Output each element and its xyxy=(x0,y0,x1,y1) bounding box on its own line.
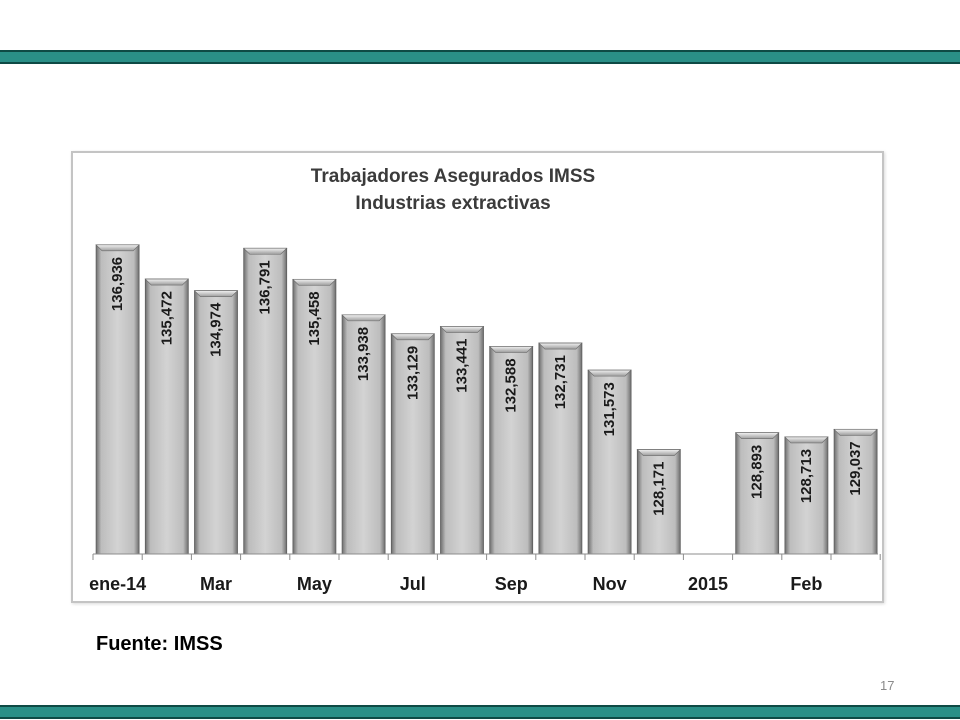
x-axis-label: Nov xyxy=(593,574,627,594)
bar-value-label: 136,936 xyxy=(109,257,126,311)
top-decorative-band xyxy=(0,50,960,64)
bar-body xyxy=(292,278,337,555)
bar-cap xyxy=(833,429,878,436)
bar-cap xyxy=(636,449,682,456)
bar-value-label: 133,938 xyxy=(355,327,372,381)
x-axis-label: ene-14 xyxy=(89,574,146,594)
bar xyxy=(587,369,632,555)
bar-body xyxy=(194,290,238,555)
page-number: 17 xyxy=(880,678,895,693)
bar-cap xyxy=(390,333,436,341)
x-axis-label: May xyxy=(297,574,332,594)
bar xyxy=(390,333,436,555)
bar-value-label: 132,588 xyxy=(503,358,520,412)
bar-value-label: 134,974 xyxy=(208,302,225,357)
bar-body xyxy=(243,247,288,555)
bar-body xyxy=(833,428,878,555)
bar-value-label: 129,037 xyxy=(847,441,864,495)
bar-value-label: 135,472 xyxy=(158,291,175,345)
bar-value-label: 131,573 xyxy=(601,382,618,436)
bar-cap xyxy=(784,436,829,444)
bar xyxy=(636,449,682,555)
bar-body xyxy=(440,326,484,555)
bar-value-label: 128,171 xyxy=(650,462,667,516)
bar-cap xyxy=(292,279,337,286)
x-axis-label: 2015 xyxy=(688,574,728,594)
x-axis-label: Mar xyxy=(200,574,232,594)
bar-value-label: 133,129 xyxy=(404,346,421,400)
bar-value-label: 128,893 xyxy=(749,445,766,499)
bar xyxy=(833,428,878,555)
bar xyxy=(292,278,337,555)
bar-body xyxy=(636,449,681,555)
bar xyxy=(439,326,485,555)
bar-cap xyxy=(587,369,632,377)
bar xyxy=(193,290,239,555)
bar-value-label: 132,731 xyxy=(552,355,569,409)
chart-title: Trabajadores Asegurados IMSS xyxy=(311,166,595,187)
bar xyxy=(95,244,140,555)
bar xyxy=(734,432,780,555)
bar-cap xyxy=(341,314,386,322)
x-axis-label: Feb xyxy=(790,574,822,594)
bar-cap xyxy=(242,247,288,255)
bottom-decorative-band xyxy=(0,705,960,719)
bar-value-label: 135,458 xyxy=(306,291,323,345)
x-axis-label: Sep xyxy=(495,574,528,594)
bar-body xyxy=(95,244,140,555)
bar-cap xyxy=(193,290,239,297)
bar-body xyxy=(390,333,435,555)
bar-value-label: 128,713 xyxy=(798,449,815,503)
source-note: Fuente: IMSS xyxy=(96,633,223,655)
x-axis-label: Jul xyxy=(400,574,426,594)
bar-cap xyxy=(488,346,534,353)
chart-subtitle: Industrias extractivas xyxy=(355,193,550,214)
bar-chart: Trabajadores Asegurados IMSS Industrias … xyxy=(89,166,881,594)
bar-value-label: 136,791 xyxy=(257,260,274,314)
bar-cap xyxy=(538,342,583,350)
bar-body xyxy=(538,342,583,555)
bar-cap xyxy=(144,278,190,286)
bar-cap xyxy=(439,326,485,333)
chart-frame: Trabajadores Asegurados IMSS Industrias … xyxy=(71,151,884,603)
bar xyxy=(242,247,288,555)
bar-body xyxy=(735,432,780,555)
bar xyxy=(341,314,386,555)
bar xyxy=(538,342,583,555)
bar-value-label: 133,441 xyxy=(454,338,471,392)
bar-cap xyxy=(95,244,140,252)
bar xyxy=(784,436,829,555)
bar-body xyxy=(587,369,632,555)
bar-cap xyxy=(734,432,780,440)
